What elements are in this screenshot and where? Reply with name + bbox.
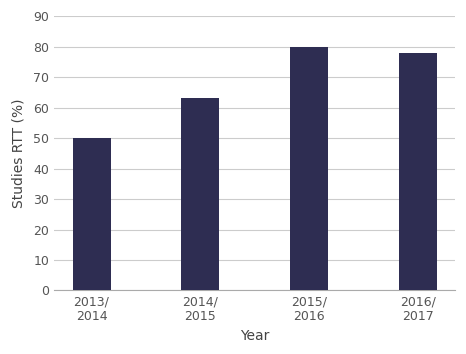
- Y-axis label: Studies RTT (%): Studies RTT (%): [11, 98, 25, 208]
- Bar: [290, 47, 328, 291]
- X-axis label: Year: Year: [240, 329, 269, 343]
- Bar: [398, 53, 437, 291]
- Bar: [181, 98, 219, 291]
- Bar: [73, 138, 110, 291]
